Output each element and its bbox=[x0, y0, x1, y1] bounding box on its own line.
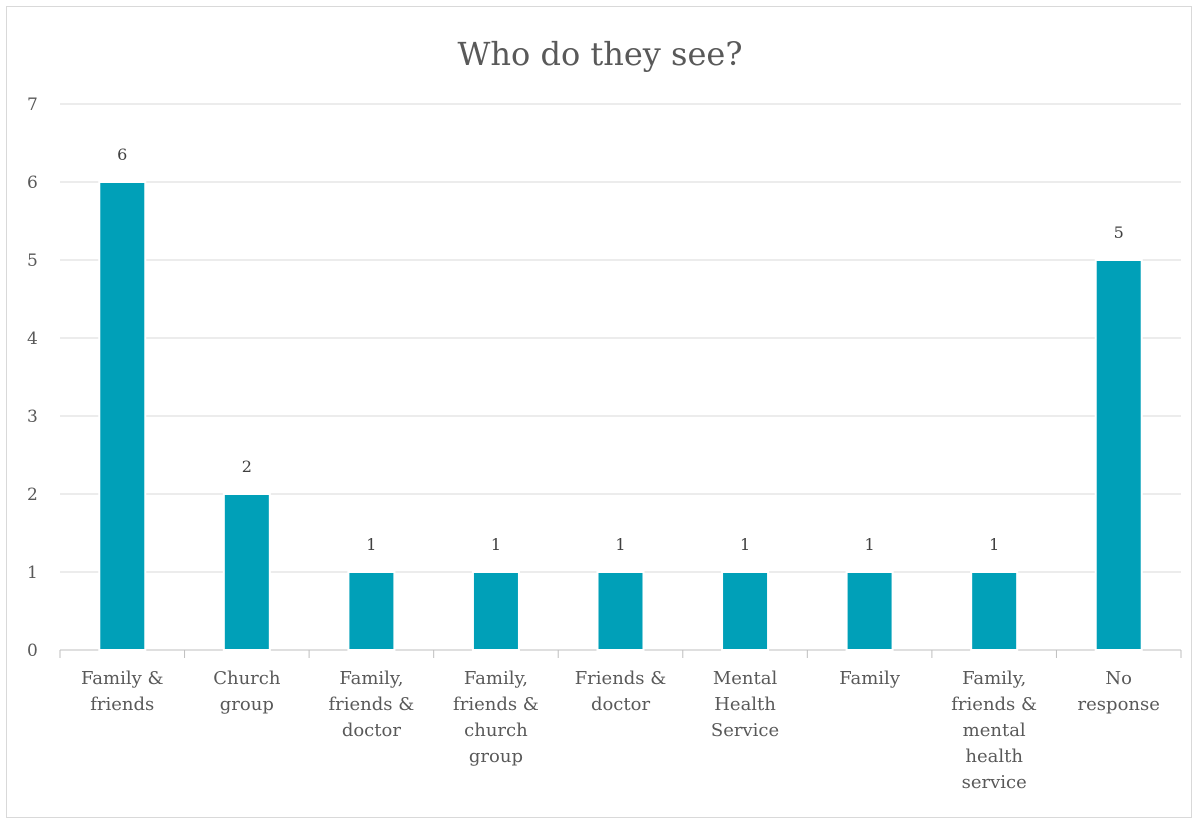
x-category-label: Mental Health Service bbox=[711, 668, 779, 741]
y-tick-label: 4 bbox=[27, 329, 38, 349]
x-category-line: response bbox=[1078, 694, 1160, 715]
bar bbox=[721, 571, 770, 651]
bars bbox=[98, 181, 1143, 651]
x-category-line: friends & bbox=[951, 694, 1037, 715]
x-category-line: church bbox=[464, 720, 528, 741]
x-category-line: Family, bbox=[464, 668, 528, 689]
x-axis-categories: Family & friends Church group Family, friends… bbox=[81, 668, 1160, 793]
bar bbox=[596, 571, 645, 651]
x-category-label: No response bbox=[1078, 668, 1160, 715]
data-label: 1 bbox=[615, 535, 625, 554]
x-category-line: Family, bbox=[962, 668, 1026, 689]
x-category-line: service bbox=[962, 772, 1027, 793]
data-label: 1 bbox=[366, 535, 376, 554]
x-category-label: Family, friends & mental health service bbox=[951, 668, 1037, 793]
y-tick-label: 7 bbox=[27, 95, 38, 115]
bar bbox=[347, 571, 396, 651]
x-category-line: Friends & bbox=[575, 668, 667, 689]
data-label: 1 bbox=[989, 535, 999, 554]
x-category-line: doctor bbox=[591, 694, 651, 715]
y-tick-label: 1 bbox=[27, 563, 38, 583]
bar bbox=[222, 493, 271, 651]
y-tick-label: 2 bbox=[27, 485, 38, 505]
x-category-line: friends bbox=[90, 694, 154, 715]
bar bbox=[471, 571, 520, 651]
x-category-label: Family bbox=[839, 668, 901, 689]
x-category-line: Service bbox=[711, 720, 779, 741]
data-label: 5 bbox=[1114, 223, 1124, 242]
x-category-line: Mental bbox=[713, 668, 778, 689]
bar bbox=[970, 571, 1019, 651]
x-category-line: Church bbox=[213, 668, 281, 689]
x-category-line: Health bbox=[714, 694, 776, 715]
x-category-line: doctor bbox=[342, 720, 402, 741]
x-category-line: Family bbox=[839, 668, 901, 689]
x-category-label: Friends & doctor bbox=[575, 668, 667, 715]
y-tick-label: 0 bbox=[27, 641, 38, 661]
y-tick-label: 5 bbox=[27, 251, 38, 271]
data-label: 6 bbox=[117, 145, 127, 164]
y-axis-ticks: 0 1 2 3 4 5 6 7 bbox=[27, 95, 38, 661]
x-category-line: group bbox=[220, 694, 274, 715]
chart-title: Who do they see? bbox=[458, 35, 743, 73]
x-category-label: Family, friends & doctor bbox=[328, 668, 414, 741]
bar bbox=[1094, 259, 1143, 651]
x-category-line: group bbox=[469, 746, 523, 767]
data-label: 1 bbox=[740, 535, 750, 554]
x-category-line: friends & bbox=[453, 694, 539, 715]
bar-chart: Who do they see? 0 1 2 3 4 5 6 7 6 2 1 1 1 1 1 1 5 Fami… bbox=[27, 35, 1182, 793]
data-label: 1 bbox=[865, 535, 875, 554]
chart-frame: Who do they see? 0 1 2 3 4 5 6 7 6 2 1 1 1 1 1 1 5 Fami… bbox=[6, 6, 1192, 818]
x-category-line: health bbox=[965, 746, 1023, 767]
x-category-line: mental bbox=[963, 720, 1026, 741]
data-label: 1 bbox=[491, 535, 501, 554]
data-labels: 6 2 1 1 1 1 1 1 5 bbox=[117, 145, 1124, 554]
y-tick-label: 3 bbox=[27, 407, 38, 427]
x-category-label: Family & friends bbox=[81, 668, 164, 715]
data-label: 2 bbox=[242, 457, 252, 476]
x-category-label: Family, friends & church group bbox=[453, 668, 539, 767]
y-tick-label: 6 bbox=[27, 173, 38, 193]
x-category-line: No bbox=[1105, 668, 1132, 689]
x-category-line: Family, bbox=[339, 668, 403, 689]
bar bbox=[98, 181, 147, 651]
x-category-label: Church group bbox=[213, 668, 281, 715]
x-category-line: friends & bbox=[328, 694, 414, 715]
x-category-line: Family & bbox=[81, 668, 164, 689]
bar bbox=[845, 571, 894, 651]
